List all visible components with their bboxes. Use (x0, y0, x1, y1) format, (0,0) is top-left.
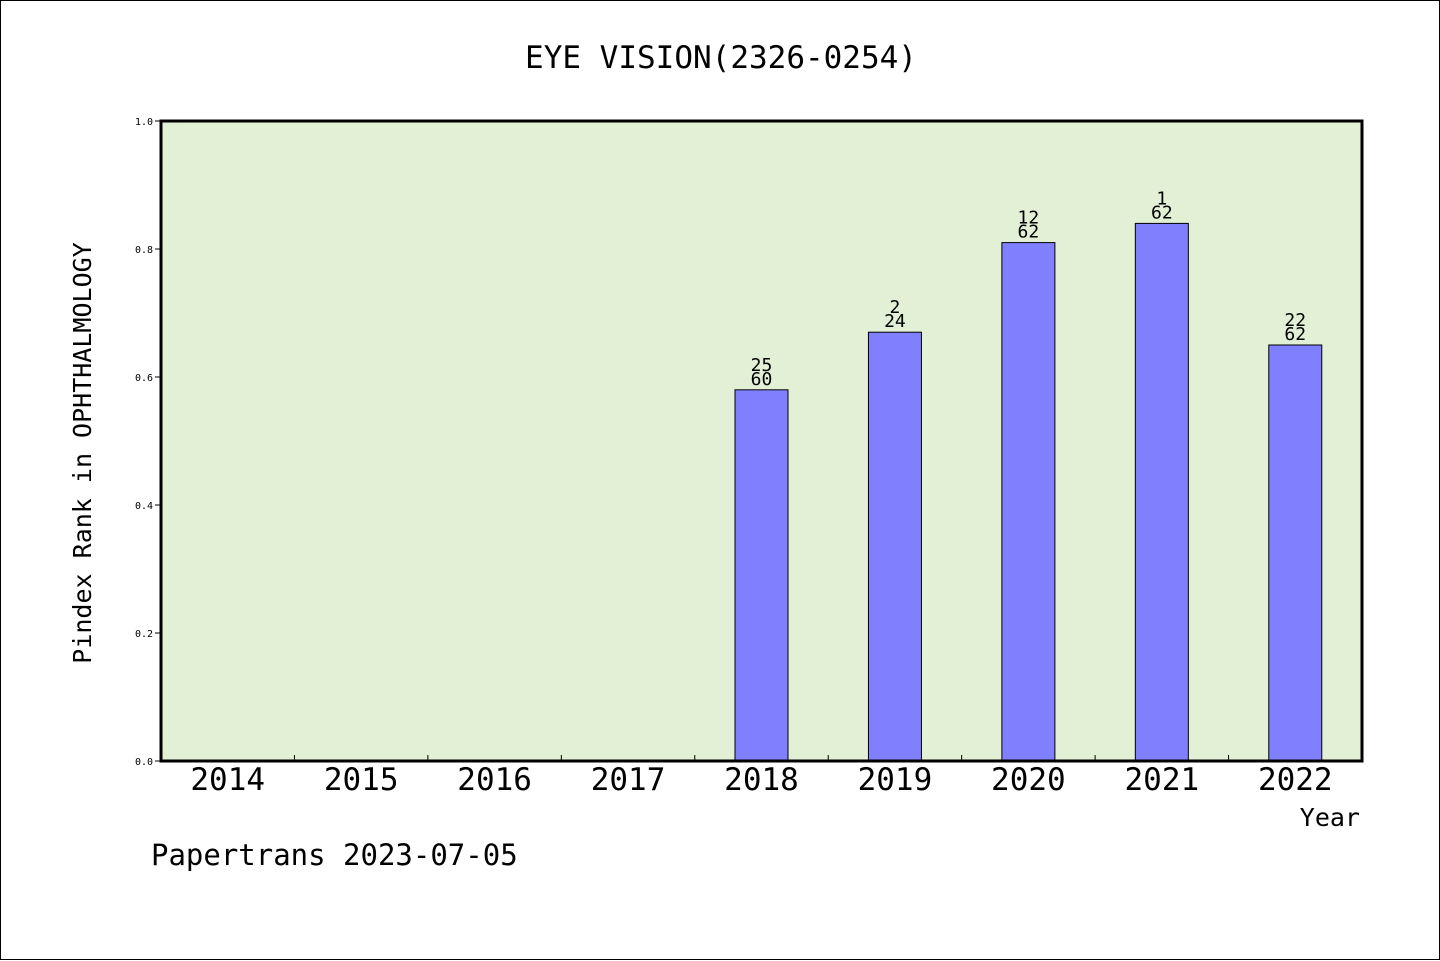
bar-label-rank: 2 (890, 297, 901, 318)
bar-2018 (734, 389, 789, 762)
x-tick-label: 2018 (724, 762, 799, 798)
x-axis-label: Year (1300, 803, 1360, 832)
bar-label-total: 62 (1284, 324, 1306, 345)
bars-group (734, 222, 1323, 762)
y-tick-label: 0.6 (135, 373, 153, 384)
y-tick-label: 0.4 (135, 501, 153, 512)
y-axis: 0.0 0.2 0.4 0.6 0.8 1.0 (135, 117, 161, 768)
x-tick-label: 2015 (324, 762, 399, 798)
bar-label-rank: 1 (1156, 188, 1167, 209)
bar-2021 (1134, 222, 1189, 762)
y-tick-label: 1.0 (135, 117, 153, 128)
bar-2019 (867, 331, 922, 762)
x-tick-label: 2021 (1125, 762, 1200, 798)
x-tick-label: 2017 (591, 762, 666, 798)
bar-label-total: 24 (884, 311, 906, 332)
x-tick-label: 2019 (858, 762, 933, 798)
y-axis-label: Pindex Rank in OPHTHALMOLOGY (68, 242, 97, 663)
bar-2022 (1268, 344, 1323, 762)
y-tick-label: 0.0 (135, 757, 153, 768)
bar-label-rank: 22 (1284, 310, 1306, 331)
bar-2020 (1001, 242, 1056, 762)
x-tick-label: 2020 (991, 762, 1066, 798)
y-tick-label: 0.8 (135, 245, 153, 256)
bar-label-total: 62 (1018, 222, 1040, 243)
y-tick-label: 0.2 (135, 629, 153, 640)
x-axis: 2014 2015 2016 2017 2018 2019 2020 2021 2022 (190, 755, 1333, 798)
plot-border (159, 119, 1364, 763)
bar-label-rank: 25 (751, 355, 773, 376)
bar-label-rank: 12 (1018, 208, 1040, 229)
x-tick-label: 2022 (1258, 762, 1333, 798)
x-tick-label: 2014 (190, 762, 265, 798)
bar-label-total: 62 (1151, 202, 1173, 223)
chart-title: EYE VISION(2326-0254) (525, 40, 917, 76)
x-tick-label: 2016 (457, 762, 532, 798)
bar-label-total: 60 (751, 369, 773, 390)
footer-credit: Papertrans 2023-07-05 (151, 838, 518, 872)
